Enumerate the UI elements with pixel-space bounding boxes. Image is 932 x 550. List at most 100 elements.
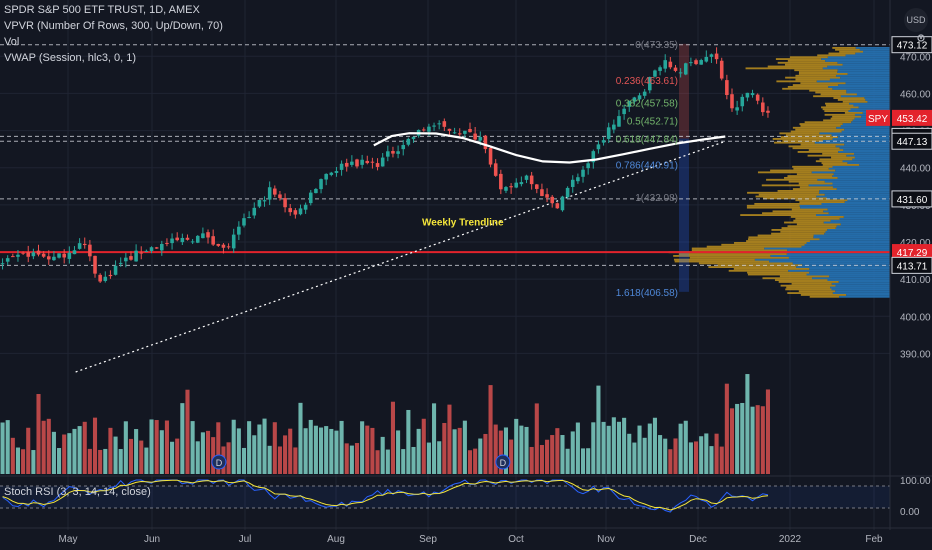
indicator-vol-label[interactable]: Vol: [4, 36, 20, 48]
vpvr-row-up: [821, 58, 890, 60]
volume-bar: [113, 436, 118, 474]
volume-bar: [488, 385, 493, 474]
candle-body: [725, 80, 729, 96]
volume-bar: [195, 441, 200, 474]
candle-body: [365, 160, 370, 164]
vpvr-row-up: [836, 225, 890, 228]
candle-body: [26, 252, 31, 257]
vpvr-row-down: [813, 95, 841, 98]
vpvr-row-up: [816, 80, 890, 83]
settings-gear-icon[interactable]: [916, 30, 926, 42]
trendline-annotation: Weekly Trendline: [422, 217, 504, 228]
candle-body: [113, 265, 118, 275]
candle-body: [154, 247, 159, 249]
volume-bar: [457, 427, 462, 474]
vpvr-row-down: [798, 290, 836, 293]
currency-button[interactable]: USD: [904, 8, 928, 32]
vpvr-row-up: [855, 47, 890, 49]
volume-bar: [257, 424, 262, 474]
volume-bar: [714, 433, 719, 474]
vpvr-row-down: [830, 117, 855, 120]
vpvr-row-down: [800, 143, 845, 146]
volume-bar: [401, 449, 406, 474]
vpvr-row-down: [746, 204, 800, 207]
volume-bar: [586, 448, 591, 474]
volume-bar: [190, 421, 195, 474]
vpvr-row-down: [831, 156, 855, 159]
vpvr-row-up: [858, 106, 890, 109]
candle-body: [129, 256, 133, 260]
vpvr-row-down: [792, 126, 837, 129]
vpvr-row-down: [839, 50, 864, 53]
vpvr-row-up: [847, 162, 890, 164]
candle-body: [766, 110, 770, 113]
vpvr-row-down: [691, 249, 788, 252]
indicator-vpvr-label[interactable]: VPVR (Number Of Rows, 300, Up/Down, 70): [4, 20, 223, 32]
vpvr-row-down: [762, 197, 827, 200]
volume-bar: [375, 450, 380, 474]
vpvr-row-up: [856, 93, 890, 96]
vpvr-row-up: [837, 69, 890, 72]
candle-body: [499, 173, 503, 190]
candle-body: [591, 151, 596, 163]
volume-bar: [678, 423, 683, 474]
candle-body: [581, 169, 585, 177]
chart-title[interactable]: SPDR S&P 500 ETF TRUST, 1D, AMEX: [4, 4, 200, 16]
vpvr-row-down: [822, 152, 855, 155]
oscillator-label[interactable]: Stoch RSI (3, 3, 14, 14, close): [4, 486, 151, 498]
x-tick-label: Feb: [865, 534, 883, 545]
vpvr-row-up: [831, 288, 890, 291]
x-tick-label: May: [59, 534, 78, 545]
candle-body: [560, 196, 565, 211]
volume-bar: [601, 421, 606, 474]
vpvr-row-down: [781, 227, 836, 229]
volume-bar: [103, 448, 108, 474]
volume-bar: [339, 420, 344, 474]
osc-tick: 0.00: [900, 507, 920, 518]
x-tick-label: Jun: [144, 534, 160, 545]
candle-body: [293, 210, 298, 215]
volume-bar: [15, 447, 21, 474]
vpvr-row-down: [795, 199, 848, 202]
candle-body: [432, 125, 436, 127]
vpvr-row-up: [764, 247, 890, 250]
vpvr-row-down: [740, 214, 817, 216]
vpvr-row-up: [809, 240, 890, 242]
volume-bar: [293, 447, 298, 474]
candle-body: [514, 182, 519, 188]
volume-bar: [200, 432, 205, 474]
volume-bar: [729, 408, 735, 474]
volume-bar: [231, 419, 236, 474]
candle-body: [221, 244, 226, 248]
vpvr-row-down: [800, 125, 841, 127]
vpvr-row-up: [792, 262, 890, 265]
volume-bar: [396, 430, 401, 474]
x-tick-label: Aug: [327, 534, 345, 545]
volume-bar: [452, 429, 457, 474]
vpvr-row-up: [835, 290, 890, 293]
vpvr-row-up: [837, 61, 890, 64]
vpvr-row-down: [799, 186, 833, 189]
candle-body: [601, 140, 606, 143]
vpvr-row-up: [832, 138, 890, 140]
osc-band: [0, 486, 890, 508]
candle-body: [606, 127, 611, 139]
volume-bar: [303, 428, 308, 474]
fib-label-0.5: 0.5(452.71): [627, 117, 678, 128]
candle-body: [134, 250, 138, 262]
annotations: Weekly Trendline: [422, 217, 504, 228]
price-tag-bg: [891, 256, 932, 274]
volume-bar: [349, 445, 354, 474]
fib-band-blue: [679, 138, 689, 292]
vpvr-row-up: [800, 206, 890, 209]
vpvr-row-up: [827, 56, 890, 59]
candle-body: [555, 203, 560, 209]
volume-bar: [606, 425, 611, 474]
vpvr-row-down: [774, 141, 815, 144]
indicator-vwap-label[interactable]: VWAP (Session, hlc3, 0, 1): [4, 52, 137, 64]
volume-bar: [529, 446, 534, 474]
vpvr-row-up: [823, 221, 890, 224]
volume-bar: [329, 428, 334, 474]
candle-body: [493, 163, 498, 176]
